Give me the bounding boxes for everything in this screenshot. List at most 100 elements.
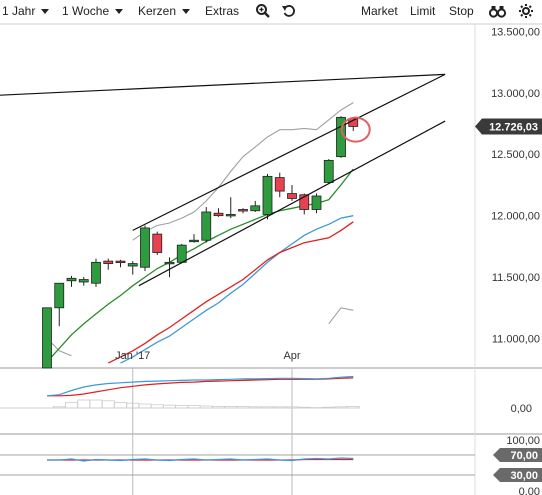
period-label: 1 Jahr <box>2 4 36 18</box>
price-tick-label: 11.000,00 <box>492 334 540 346</box>
candle-bearish <box>115 260 126 264</box>
candle-bullish <box>78 279 89 283</box>
limit-label: Limit <box>410 4 436 18</box>
histogram-bar <box>187 405 201 409</box>
trendline <box>138 120 446 287</box>
histogram-bar <box>114 401 127 409</box>
histogram-bar <box>261 406 274 409</box>
histogram-bar <box>273 406 287 409</box>
price-tick-label: 13.500,00 <box>491 26 540 38</box>
sub2-main-line <box>47 457 354 462</box>
chart-type-dropdown[interactable]: Kerzen <box>138 4 191 18</box>
period-dropdown[interactable]: 1 Jahr <box>2 4 50 18</box>
histogram-bar <box>334 406 348 409</box>
sub2-band-high-tag: 70,00 <box>493 448 542 462</box>
candle-bullish <box>140 227 150 268</box>
candle-bullish <box>225 214 236 217</box>
price-tick-label: 12.500,00 <box>491 149 540 161</box>
sub2-bottom-tick: 0,00 <box>519 486 540 495</box>
zoom-icon[interactable] <box>255 3 271 22</box>
trendline <box>0 73 446 96</box>
candle-bearish <box>103 260 114 264</box>
histogram-bar <box>77 399 91 409</box>
candle-bullish <box>176 244 187 263</box>
date-tick-label: Apr <box>283 350 300 362</box>
stop-label: Stop <box>449 4 474 18</box>
sub1-tick-label: 0,00 <box>511 403 532 415</box>
binoculars-icon[interactable] <box>488 3 507 22</box>
stop-order-button[interactable]: Stop <box>449 4 474 18</box>
candle-bullish <box>66 277 77 282</box>
histogram-bar <box>297 406 311 409</box>
candle-bearish <box>213 212 224 217</box>
chart-type-label: Kerzen <box>138 4 177 18</box>
histogram-bar <box>248 406 262 409</box>
candle-bullish <box>164 261 175 265</box>
histogram-bar <box>101 400 115 409</box>
overlay <box>0 73 446 287</box>
last-price-tag: 12.726,03 <box>475 118 542 135</box>
limit-order-button[interactable]: Limit <box>410 4 435 18</box>
sub2-band-low-tag-bg <box>493 468 542 482</box>
candle-bullish <box>311 195 322 210</box>
candle-bullish <box>262 175 273 215</box>
candle-bearish <box>152 233 163 253</box>
histogram-bar <box>89 399 103 409</box>
chevron-down-icon <box>182 8 191 14</box>
market-label: Market <box>361 4 398 18</box>
interval-label: 1 Woche <box>62 4 110 18</box>
moving-average-blue <box>120 215 354 364</box>
extras-label: Extras <box>205 4 240 18</box>
upper-band-line <box>132 102 354 241</box>
candle-bullish <box>189 239 199 243</box>
histogram-bar <box>346 405 360 409</box>
series <box>42 102 360 462</box>
histogram-bar <box>199 405 213 409</box>
candle-bullish <box>54 282 65 309</box>
chevron-down-icon <box>115 8 124 14</box>
candle-bullish <box>42 307 52 369</box>
chevron-down-icon <box>41 8 50 14</box>
last-price-tag-bg <box>475 118 542 135</box>
sub2-band-high-tag-bg <box>493 448 542 462</box>
candle-bearish <box>299 194 310 210</box>
histogram-bar <box>236 405 250 409</box>
sub1-main-line <box>46 375 354 397</box>
interval-dropdown[interactable]: 1 Woche <box>62 4 124 18</box>
settings-icon[interactable] <box>517 3 535 22</box>
date-tick-label: Jan '17 <box>115 350 150 362</box>
histogram-bar <box>212 405 225 409</box>
histogram-bar <box>175 405 189 409</box>
candle-bullish <box>323 159 334 183</box>
histogram-bar <box>322 406 336 409</box>
chart-toolbar: 1 Jahr 1 Woche Kerzen Extras Market Limi… <box>0 0 542 24</box>
histogram-bar <box>65 401 78 409</box>
histogram-bar <box>224 405 238 409</box>
market-order-button[interactable]: Market <box>361 4 398 18</box>
sub2-band-high-value: 70,00 <box>510 450 538 462</box>
sub2-band-low-value: 30,00 <box>510 470 538 482</box>
extras-menu[interactable]: Extras <box>205 4 239 18</box>
highlight-circle <box>340 116 371 143</box>
price-tick-label: 13.000,00 <box>491 88 540 100</box>
candle-bearish <box>274 177 285 192</box>
price-axis: Jan '17 Apr 13.500,00 13.000,00 12.500,00 12.… <box>115 26 542 495</box>
candle-bullish <box>250 205 261 212</box>
histogram-bar <box>138 403 152 409</box>
candle-bearish <box>287 193 297 199</box>
undo-icon[interactable] <box>281 3 297 22</box>
sub2-band-low-tag: 30,00 <box>493 468 542 482</box>
trendline <box>132 73 446 231</box>
price-tick-label: 11.500,00 <box>492 272 540 284</box>
candle-bullish <box>127 263 138 267</box>
candle-bearish <box>238 209 248 212</box>
moving-average-red <box>108 221 354 364</box>
sub1-signal-line <box>47 377 354 397</box>
price-tick-label: 12.000,00 <box>491 211 540 223</box>
candle-bullish <box>91 261 101 284</box>
candle-bullish <box>201 211 212 241</box>
histogram-bar <box>52 406 66 409</box>
last-price-value: 12.726,03 <box>489 121 538 133</box>
sub2-top-tick: 100,00 <box>506 435 540 447</box>
